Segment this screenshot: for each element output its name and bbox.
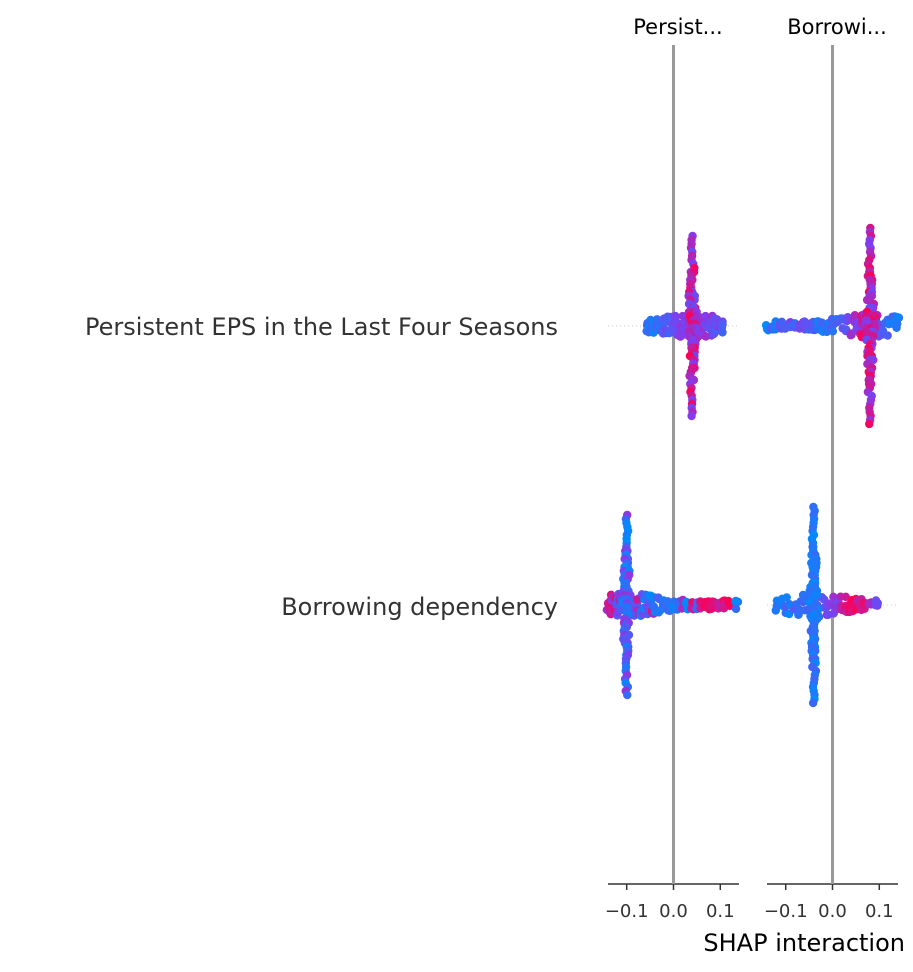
data-point [718,328,727,337]
data-point [883,331,892,340]
data-point [808,698,818,708]
data-point [687,411,696,421]
x-axis-label: SHAP interaction [703,929,905,957]
data-point [731,597,740,607]
data-point [731,604,741,614]
data-point [817,318,827,327]
data-point [654,608,663,617]
panel-title-persistent-eps: Persist... [633,15,722,39]
x-tick-label: 0.1 [865,901,894,922]
row-guides [608,325,898,606]
x-tick-label: −0.1 [764,901,808,922]
x-tick-label: 0.1 [706,901,735,922]
data-point [828,327,838,336]
data-point [649,602,658,611]
x-tick-label: −0.1 [605,901,649,922]
data-point [865,419,874,429]
x-tick-label: 0.0 [659,901,688,922]
row-label-persistent-eps: Persistent EPS in the Last Four Seasons [85,313,558,341]
data-point [663,597,673,606]
data-point [864,599,874,609]
x-ticks: −0.1 0.0 0.1 −0.1 0.0 0.1 [605,884,894,922]
data-point [873,598,883,608]
panel-title-borrowing-dependency: Borrowi... [787,15,887,39]
data-point [782,593,791,602]
zero-lines [672,45,834,884]
data-point [671,311,680,321]
points-layer [602,223,904,708]
data-point [718,320,727,329]
data-point [841,592,850,602]
row-label-borrowing-dependency: Borrowing dependency [281,593,558,621]
data-point [623,690,632,700]
data-point [850,310,860,320]
data-point [893,313,902,322]
data-point [724,596,733,606]
x-tick-label: 0.0 [818,901,847,922]
